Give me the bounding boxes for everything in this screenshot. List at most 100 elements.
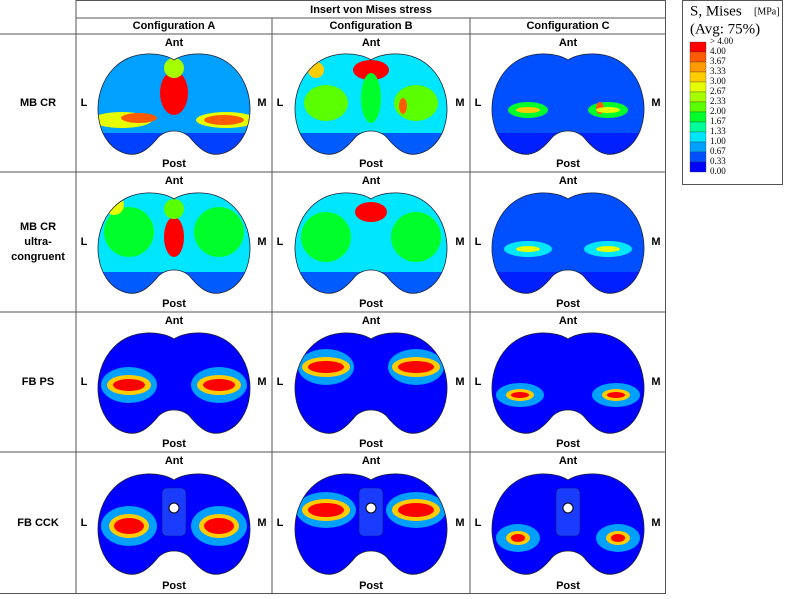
legend-level: 1.33 — [710, 126, 726, 136]
contour-plot — [294, 332, 448, 434]
contour-plot — [97, 332, 251, 434]
hotspot — [160, 71, 188, 115]
contour-plot — [294, 53, 448, 155]
medial-label: M — [257, 376, 266, 388]
medial-label: M — [651, 517, 660, 529]
contour-plot — [97, 473, 251, 575]
hotspot — [363, 222, 379, 262]
hotspot — [353, 60, 389, 80]
legend-level: > 4.00 — [710, 36, 734, 46]
legend-swatch — [689, 61, 707, 73]
legend-swatch — [689, 111, 707, 123]
anterior-label: Ant — [559, 315, 578, 327]
legend-unit: [MPa] — [754, 6, 780, 17]
legend-level: 4.00 — [710, 46, 726, 56]
medial-label: M — [455, 97, 464, 109]
lateral-label: L — [475, 236, 482, 248]
medial-label: M — [651, 97, 660, 109]
lateral-label: L — [81, 517, 88, 529]
legend-subtitle: (Avg: 75%) — [690, 21, 760, 37]
post-hole — [168, 502, 180, 514]
header-title: Insert von Mises stress — [310, 4, 432, 16]
hotspot — [104, 195, 124, 215]
hotspot — [355, 202, 387, 222]
legend-swatch — [689, 141, 707, 153]
lateral-label: L — [277, 517, 284, 529]
legend-level: 2.67 — [710, 86, 726, 96]
column-header: Configuration B — [329, 20, 412, 32]
legend-swatch — [689, 101, 707, 113]
contour-fill — [491, 332, 645, 434]
hotspot — [104, 207, 154, 257]
legend-swatch — [689, 91, 707, 103]
contour-fill — [97, 192, 251, 294]
posterior-label: Post — [556, 158, 580, 170]
posterior-label: Post — [556, 580, 580, 592]
lateral-label: L — [277, 376, 284, 388]
legend-swatch — [689, 71, 707, 83]
hotspot — [164, 58, 184, 78]
contour-fill — [491, 192, 645, 294]
hotspot — [361, 73, 381, 123]
anterior-label: Ant — [165, 37, 184, 49]
hotspot — [398, 361, 434, 373]
hotspot — [203, 379, 235, 391]
contour-plot — [491, 332, 645, 434]
medial-label: M — [455, 517, 464, 529]
row-label: congruent — [11, 251, 65, 263]
posterior-label: Post — [556, 438, 580, 450]
hotspot — [308, 361, 344, 373]
contour-fill — [294, 53, 448, 155]
hotspot — [607, 392, 625, 398]
posterior-label: Post — [359, 298, 383, 310]
contour-plot — [97, 192, 251, 294]
row-label: FB CCK — [17, 517, 59, 529]
medial-label: M — [257, 517, 266, 529]
lateral-label: L — [475, 376, 482, 388]
legend-level: 3.67 — [710, 56, 726, 66]
contour-plot — [97, 53, 251, 155]
lateral-label: L — [475, 97, 482, 109]
contour-fill — [294, 332, 448, 434]
hotspot — [204, 115, 244, 125]
legend-level: 3.33 — [710, 66, 726, 76]
legend-swatch — [689, 51, 707, 63]
anterior-label: Ant — [559, 37, 578, 49]
hotspot — [611, 534, 625, 542]
anterior-label: Ant — [362, 455, 381, 467]
posterior-label: Post — [162, 580, 186, 592]
hotspot — [113, 379, 145, 391]
row-label: MB CR — [20, 221, 56, 233]
row-label: MB CR — [20, 97, 56, 109]
medial-label: M — [455, 236, 464, 248]
contour-plot — [491, 473, 645, 575]
legend-swatch — [689, 121, 707, 133]
lateral-label: L — [277, 97, 284, 109]
medial-label: M — [455, 376, 464, 388]
anterior-label: Ant — [165, 455, 184, 467]
column-header: Configuration C — [526, 20, 609, 32]
lateral-label: L — [81, 376, 88, 388]
hotspot — [511, 392, 529, 398]
hotspot — [511, 534, 525, 542]
legend-swatch — [689, 41, 707, 53]
contour-fill — [97, 332, 251, 434]
legend-level: 0.67 — [710, 146, 726, 156]
hotspot — [304, 85, 348, 121]
legend-title: S, Mises — [690, 3, 742, 19]
legend-level: 2.00 — [710, 106, 726, 116]
legend-level: 0.33 — [710, 156, 726, 166]
medial-label: M — [651, 376, 660, 388]
legend-swatch — [689, 81, 707, 93]
hotspot — [596, 246, 620, 252]
hotspot — [308, 503, 344, 517]
legend-level: 1.67 — [710, 116, 726, 126]
posterior-label: Post — [556, 298, 580, 310]
legend-level: 3.00 — [710, 76, 726, 86]
legend-swatch — [689, 131, 707, 143]
lateral-label: L — [475, 517, 482, 529]
posterior-label: Post — [162, 298, 186, 310]
legend-swatch — [689, 161, 707, 173]
posterior-label: Post — [162, 438, 186, 450]
hotspot — [164, 217, 184, 257]
